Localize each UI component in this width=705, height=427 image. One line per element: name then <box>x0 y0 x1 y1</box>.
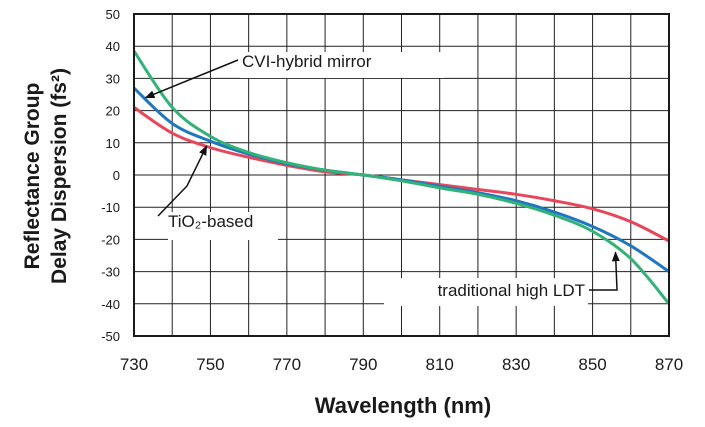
y-tick-label: 30 <box>106 71 120 86</box>
y-tick-label: -20 <box>101 232 120 247</box>
x-axis-title: Wavelength (nm) <box>315 393 491 418</box>
x-tick-label: 790 <box>349 355 377 374</box>
y-tick-label: -30 <box>101 265 120 280</box>
x-tick-labels: 730 750 770 790 810 830 850 870 <box>120 355 683 374</box>
series-lines <box>132 50 671 305</box>
y-tick-label: -40 <box>101 297 120 312</box>
x-tick-label: 730 <box>120 355 148 374</box>
annotations: CVI-hybrid mirror TiO₂-based traditional h… <box>144 52 620 306</box>
y-tick-label: 40 <box>106 39 120 54</box>
y-axis-title-line1: Reflectance Group <box>21 83 44 270</box>
y-axis-title-line2: Delay Dispersion (fs²) <box>48 68 71 284</box>
y-tick-label: 50 <box>106 7 120 22</box>
annotation-label: CVI-hybrid mirror <box>242 52 372 71</box>
annotation-label-background <box>168 212 278 240</box>
series-line-traditional-high-ldt <box>132 50 671 305</box>
annotation-label-background <box>240 52 444 78</box>
x-tick-label: 830 <box>502 355 530 374</box>
y-tick-label: -10 <box>101 200 120 215</box>
plot-frame <box>133 13 670 337</box>
x-tick-label: 770 <box>273 355 301 374</box>
y-tick-label: -50 <box>101 329 120 344</box>
x-tick-label: 750 <box>196 355 224 374</box>
annotation-label-background <box>384 278 588 306</box>
annotation-label: TiO₂-based <box>168 212 253 231</box>
y-tick-labels: 50 40 30 20 10 0 -10 -20 -30 -40 -50 <box>101 7 120 344</box>
annotation-label: traditional high LDT <box>438 281 585 300</box>
y-tick-label: 20 <box>106 104 120 119</box>
annotation-arrow <box>144 59 239 99</box>
x-tick-label: 850 <box>578 355 606 374</box>
y-tick-label: 0 <box>113 168 120 183</box>
y-tick-label: 10 <box>106 136 120 151</box>
annotation-arrow <box>589 251 620 291</box>
x-tick-label: 810 <box>426 355 454 374</box>
annotation-arrow <box>157 145 208 217</box>
x-tick-label: 870 <box>655 355 683 374</box>
